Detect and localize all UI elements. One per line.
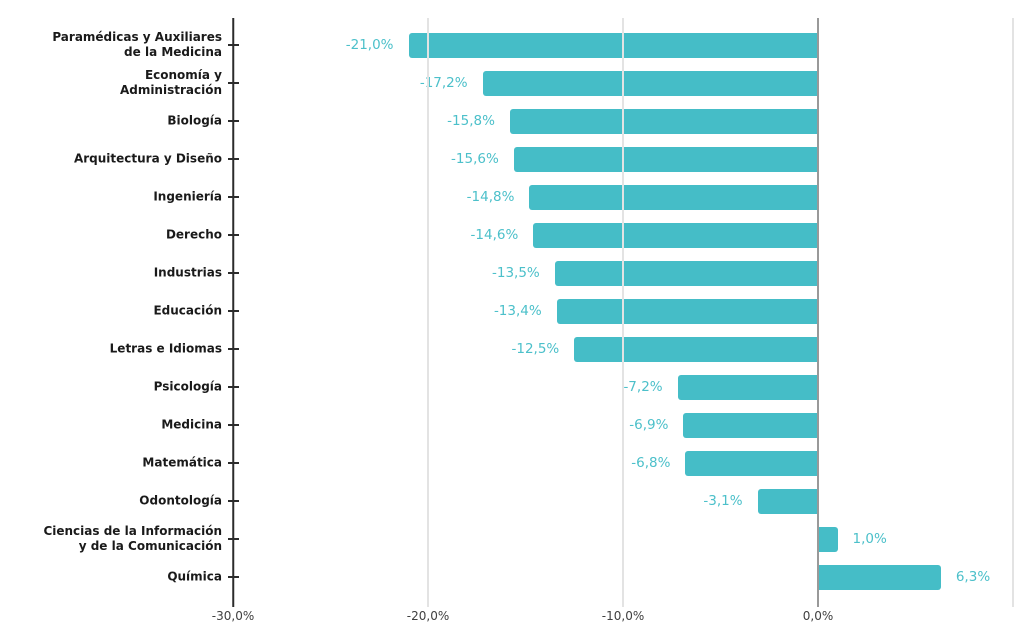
bar bbox=[482, 70, 818, 96]
category-label: Medicina bbox=[161, 417, 222, 432]
category-row: Ciencias de la Información y de la Comun… bbox=[43, 520, 1013, 558]
bar bbox=[509, 108, 818, 134]
category-label: Biología bbox=[167, 113, 222, 128]
bar bbox=[529, 184, 818, 210]
category-row: Derecho -14,6% bbox=[166, 216, 1013, 254]
bar bbox=[513, 146, 818, 172]
category-label: Letras e Idiomas bbox=[109, 341, 222, 356]
category-row: Arquitectura y Diseño -15,6% bbox=[74, 140, 1013, 178]
category-row: Industrias -13,5% bbox=[154, 254, 1013, 292]
category-row: Matemática -6,8% bbox=[142, 444, 1013, 482]
value-label: 6,3% bbox=[955, 569, 991, 585]
bar bbox=[677, 374, 818, 400]
value-label: -6,8% bbox=[631, 455, 671, 471]
zero-line bbox=[817, 18, 819, 607]
bar bbox=[556, 298, 818, 324]
value-label: -13,4% bbox=[493, 303, 542, 319]
value-label: -15,8% bbox=[447, 113, 495, 129]
category-label: Economía y Administración bbox=[119, 68, 222, 97]
category-label: Ciencias de la Información y de la Comun… bbox=[43, 524, 222, 553]
x-axis-tick-label: 0,0% bbox=[802, 609, 834, 623]
category-label: Odontología bbox=[139, 493, 222, 508]
gridline bbox=[622, 18, 624, 607]
category-row: Educación -13,4% bbox=[153, 292, 1013, 330]
category-label: Industrias bbox=[153, 265, 222, 280]
category-row: Biología -15,8% bbox=[167, 102, 1013, 140]
value-label: -21,0% bbox=[345, 37, 394, 53]
value-label: -13,5% bbox=[491, 265, 540, 281]
gridline bbox=[427, 18, 429, 607]
gridline bbox=[1012, 18, 1014, 607]
category-row: Psicología -7,2% bbox=[154, 368, 1013, 406]
x-axis-tick-label: -30,0% bbox=[211, 609, 255, 623]
category-label: Arquitectura y Diseño bbox=[73, 151, 222, 166]
category-label: Paramédicas y Auxiliares de la Medicina bbox=[52, 30, 222, 59]
bar bbox=[533, 222, 818, 248]
y-axis-line bbox=[232, 18, 234, 607]
plot-area: Paramédicas y Auxiliares de la Medicina -… bbox=[43, 18, 1014, 607]
bar bbox=[757, 488, 818, 514]
x-axis-tick-label: -10,0% bbox=[601, 609, 645, 623]
category-row: Ingeniería -14,8% bbox=[153, 178, 1013, 216]
category-label: Psicología bbox=[153, 379, 222, 394]
value-label: -17,2% bbox=[419, 75, 468, 91]
category-row: Química 6,3% bbox=[167, 558, 1013, 596]
value-label: -6,9% bbox=[629, 417, 669, 433]
category-label: Ingeniería bbox=[153, 189, 222, 204]
value-label: -14,8% bbox=[466, 189, 515, 205]
category-label: Educación bbox=[153, 303, 222, 318]
value-label: -14,6% bbox=[470, 227, 519, 243]
bar bbox=[408, 32, 818, 58]
value-label: 1,0% bbox=[852, 531, 887, 547]
category-row: Medicina -6,9% bbox=[161, 406, 1013, 444]
value-label: -12,5% bbox=[511, 341, 560, 357]
category-row: Letras e Idiomas -12,5% bbox=[110, 330, 1013, 368]
bar bbox=[574, 336, 818, 362]
x-axis-tick-label: -20,0% bbox=[406, 609, 450, 623]
category-row: Economía y Administración -17,2% bbox=[120, 64, 1013, 102]
bar bbox=[818, 526, 838, 552]
category-row: Paramédicas y Auxiliares de la Medicina -… bbox=[52, 26, 1013, 64]
value-label: -15,6% bbox=[451, 151, 499, 167]
bar bbox=[554, 260, 818, 286]
bar bbox=[683, 412, 818, 438]
value-label: -7,2% bbox=[623, 379, 663, 395]
bar bbox=[685, 450, 818, 476]
category-label: Matemática bbox=[142, 455, 222, 470]
category-label: Química bbox=[167, 569, 222, 584]
bar-rows: Paramédicas y Auxiliares de la Medicina -… bbox=[43, 26, 1013, 596]
value-label: -3,1% bbox=[703, 493, 743, 509]
bar bbox=[818, 564, 941, 590]
category-label: Derecho bbox=[165, 227, 222, 242]
